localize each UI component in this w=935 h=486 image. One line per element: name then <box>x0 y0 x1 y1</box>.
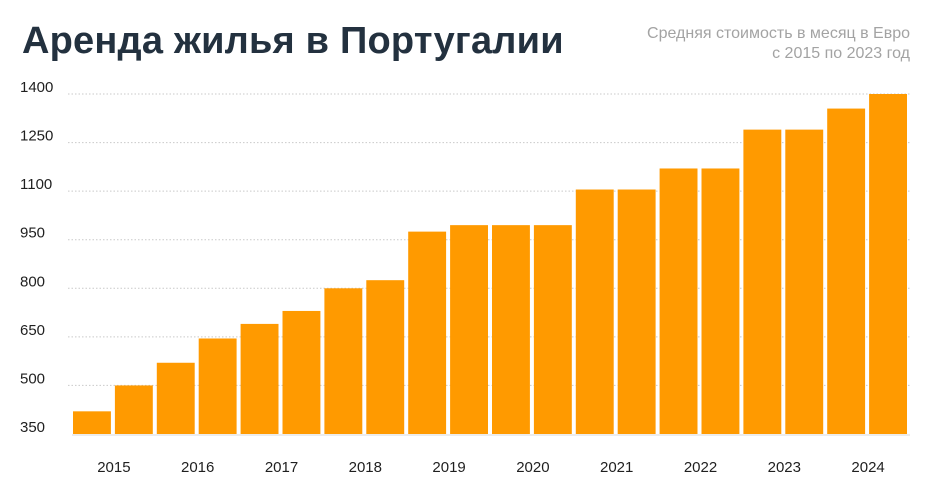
chart-title: Аренда жилья в Португалии <box>22 20 564 62</box>
x-tick-label-2019: 2019 <box>432 459 465 476</box>
y-tick-label-800: 800 <box>20 273 45 290</box>
bar-11 <box>492 225 530 434</box>
x-axis-ticks: 2015 2016 2017 2018 2019 2020 2021 2022 2023 2024 <box>97 459 885 476</box>
chart-subtitle: Средняя стоимость в месяц в Евро с 2015 … <box>647 24 910 64</box>
bar-15 <box>659 168 698 435</box>
y-axis-ticks: 350 500 650 800 950 1100 1250 1400 <box>20 79 53 436</box>
grid-lines <box>68 93 910 386</box>
y-tick-label-950: 950 <box>20 225 45 242</box>
bar-8 <box>366 280 405 434</box>
x-tick-label-2018: 2018 <box>349 459 382 476</box>
bars <box>73 94 907 435</box>
y-tick-label-1250: 1250 <box>20 128 53 145</box>
subtitle-line-1: Средняя стоимость в месяц в Евро <box>647 25 910 42</box>
bar-13 <box>575 189 614 434</box>
x-tick-label-2021: 2021 <box>600 459 633 476</box>
bar-17 <box>743 129 782 434</box>
x-tick-label-2024: 2024 <box>851 459 884 476</box>
subtitle-line-2: с 2015 по 2023 год <box>772 45 910 62</box>
bar-1 <box>73 411 111 434</box>
y-tick-label-1400: 1400 <box>20 79 53 96</box>
bar-5 <box>240 323 279 434</box>
x-tick-label-2016: 2016 <box>181 459 214 476</box>
bar-3 <box>156 362 195 434</box>
y-tick-label-500: 500 <box>20 370 45 387</box>
bar-6 <box>282 310 321 434</box>
bar-12 <box>533 225 572 434</box>
x-tick-label-2017: 2017 <box>265 459 298 476</box>
x-tick-label-2020: 2020 <box>516 459 549 476</box>
y-tick-label-1100: 1100 <box>20 176 52 193</box>
bar-16 <box>701 168 740 435</box>
bar-10 <box>450 225 488 434</box>
bar-19 <box>827 108 866 434</box>
bar-20 <box>869 94 907 434</box>
bar-2 <box>114 385 153 434</box>
bar-18 <box>785 129 824 434</box>
x-tick-label-2023: 2023 <box>768 459 801 476</box>
x-tick-label-2015: 2015 <box>97 459 130 476</box>
bar-7 <box>324 288 363 434</box>
y-tick-label-650: 650 <box>20 322 45 339</box>
x-tick-label-2022: 2022 <box>684 459 717 476</box>
bar-9 <box>408 231 447 434</box>
bar-14 <box>617 189 656 434</box>
bar-4 <box>198 338 237 434</box>
y-tick-label-350: 350 <box>20 419 45 436</box>
